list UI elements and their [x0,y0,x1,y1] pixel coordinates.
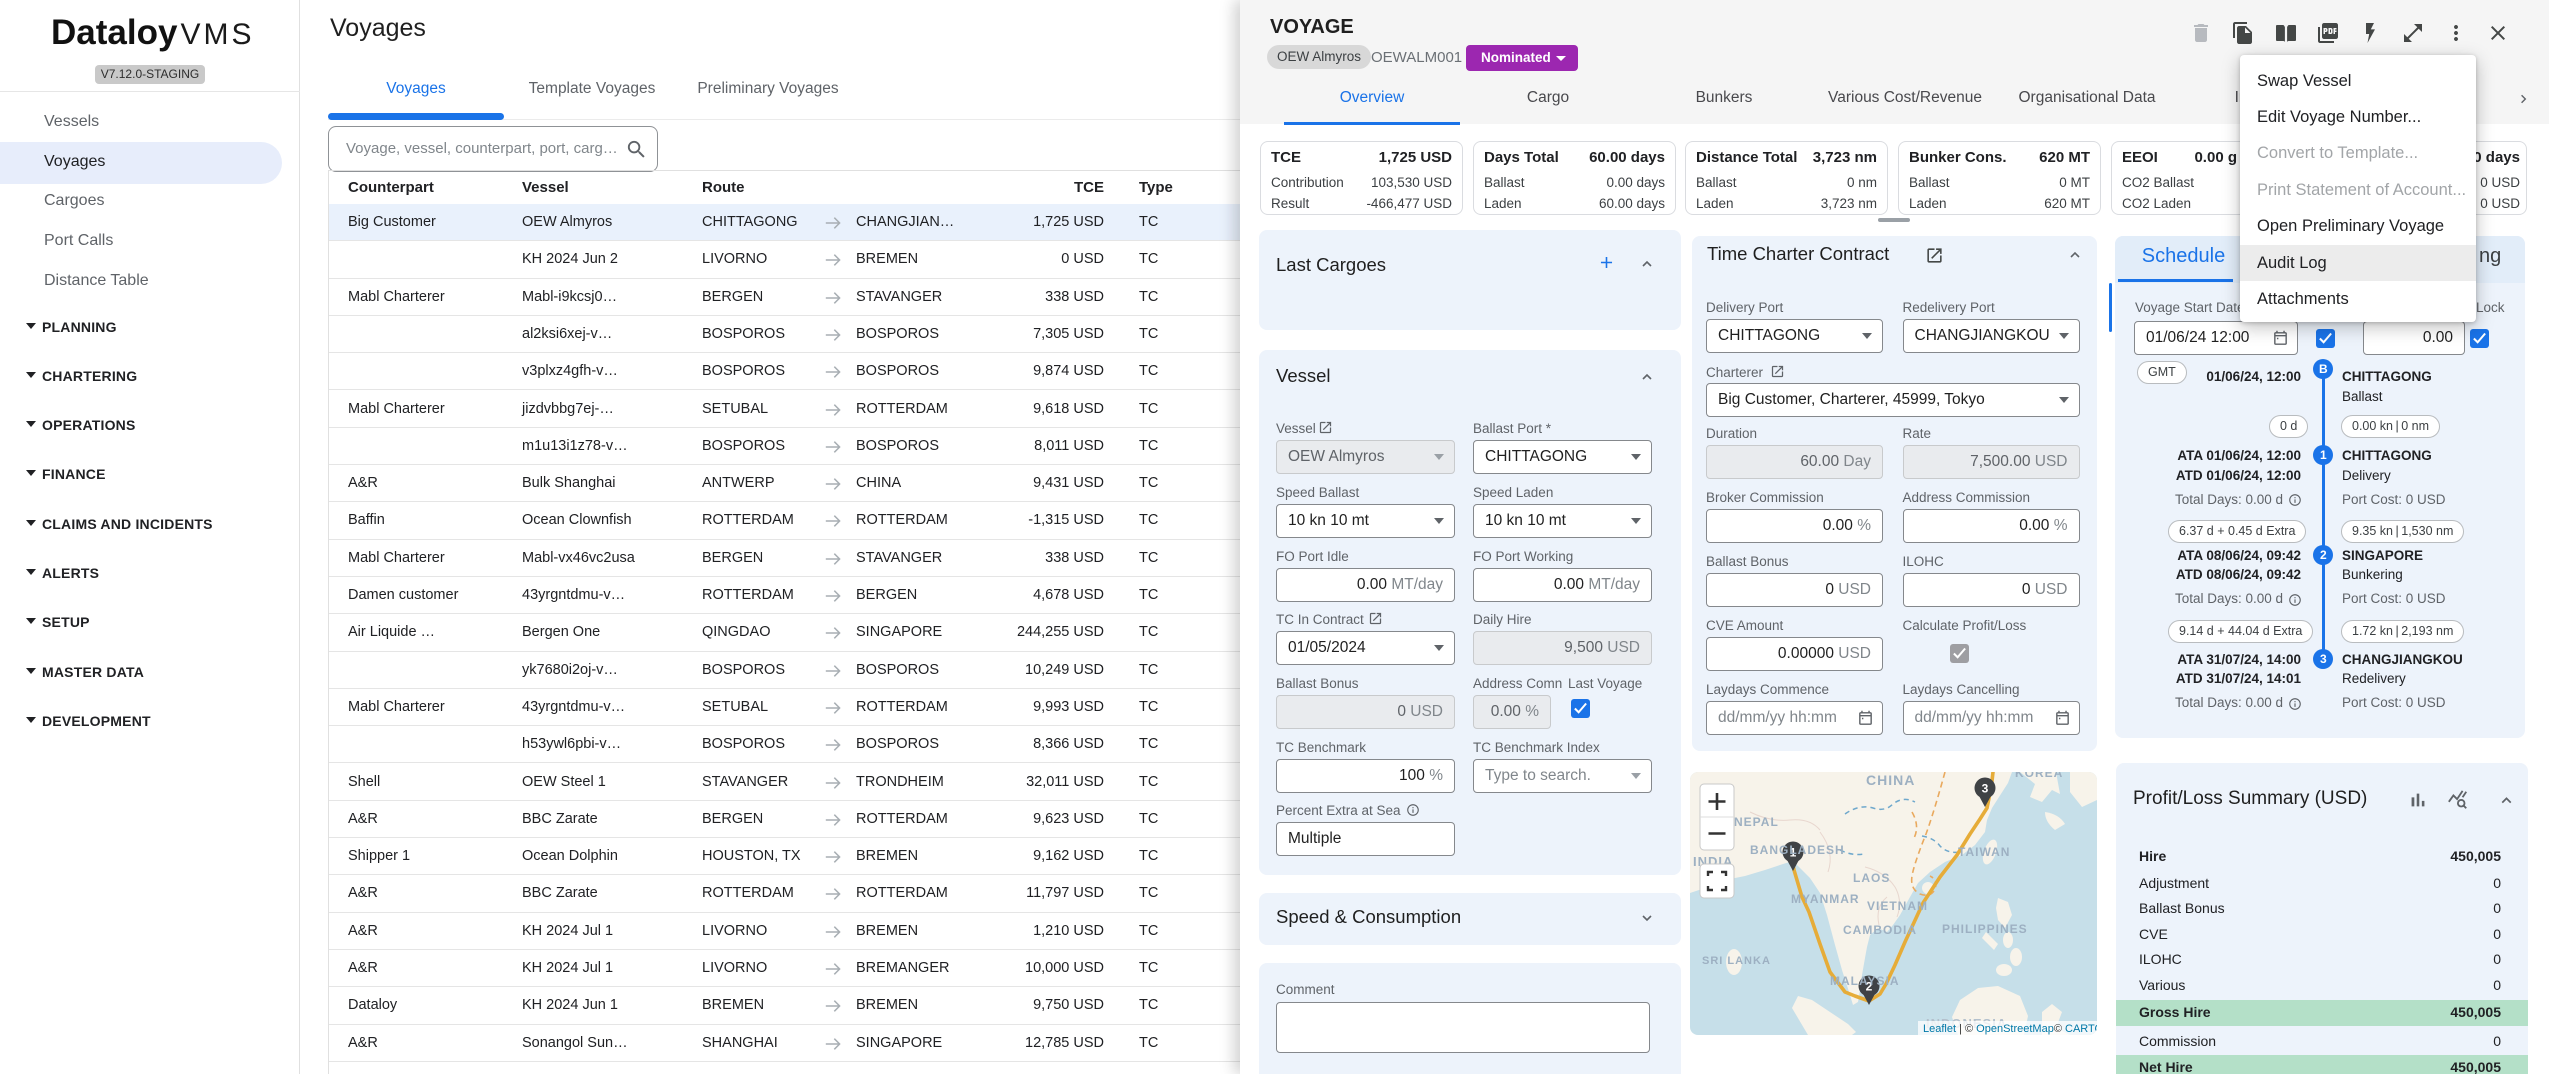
svg-text:2: 2 [1866,980,1873,994]
svg-text:1: 1 [1790,846,1797,860]
svg-text:CHINA: CHINA [1866,772,1915,788]
svg-text:NEPAL: NEPAL [1734,815,1779,829]
svg-text:VIETNAM: VIETNAM [1867,899,1928,913]
svg-text:MALAYSIA: MALAYSIA [1830,974,1900,988]
svg-text:Leaflet | © OpenStreetMap© CAR: Leaflet | © OpenStreetMap© CARTO [1923,1023,2097,1035]
svg-text:CAMBODIA: CAMBODIA [1843,923,1917,937]
svg-text:KOREA: KOREA [2015,772,2063,780]
svg-text:BANGLADESH: BANGLADESH [1750,843,1845,857]
svg-text:3: 3 [1982,782,1989,796]
svg-text:TAIWAN: TAIWAN [1958,845,2010,859]
svg-text:MYANMAR: MYANMAR [1791,892,1860,906]
svg-text:PHILIPPINES: PHILIPPINES [1942,922,2028,936]
svg-text:SRI LANKA: SRI LANKA [1702,955,1771,967]
svg-text:LAOS: LAOS [1853,871,1890,885]
